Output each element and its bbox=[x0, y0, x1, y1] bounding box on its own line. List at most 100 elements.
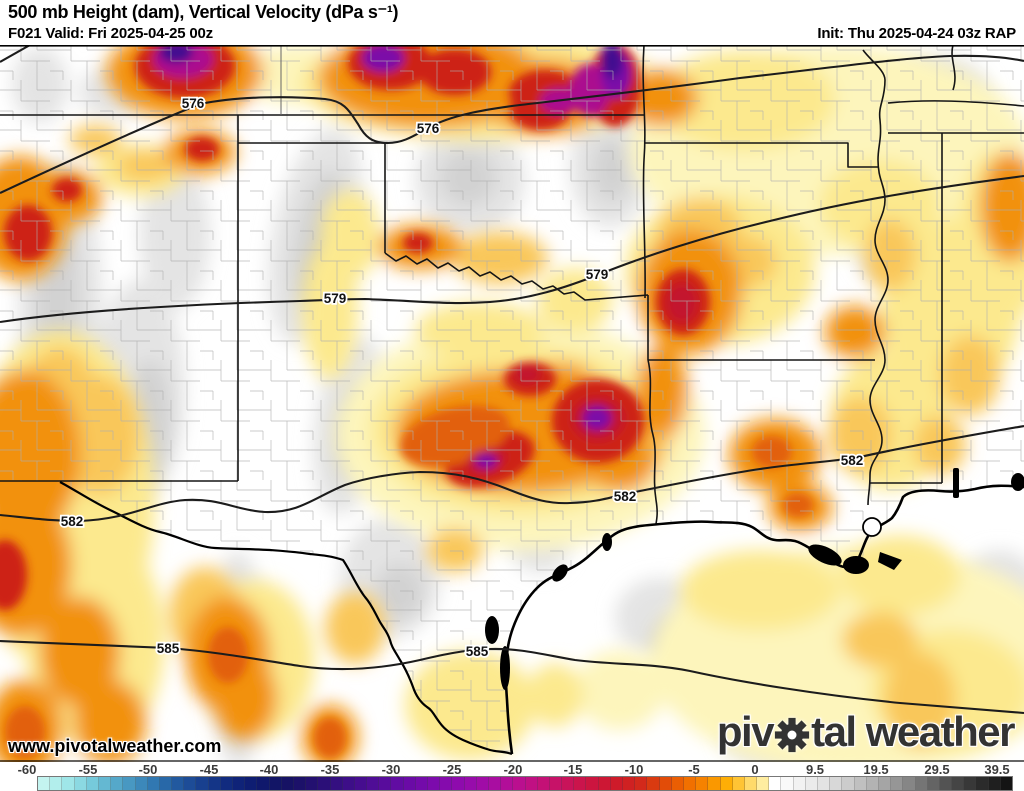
colorbar-segment bbox=[830, 777, 843, 790]
colorbar-tick: -10 bbox=[624, 762, 644, 777]
colorbar-segment bbox=[732, 777, 745, 790]
colorbar-segment bbox=[878, 777, 892, 790]
colorbar-segment bbox=[683, 777, 697, 790]
contour-label-582: 582 bbox=[614, 489, 637, 504]
contour-label-579: 579 bbox=[324, 291, 347, 306]
colorbar-segment bbox=[842, 777, 855, 790]
contour-585 bbox=[0, 639, 1024, 715]
colorbar-segment bbox=[854, 777, 867, 790]
colorbar-tick: 0 bbox=[751, 762, 759, 777]
colorbar-segment bbox=[342, 777, 355, 790]
colorbar-segment bbox=[805, 777, 818, 790]
colorbar-segment bbox=[196, 777, 209, 790]
colorbar-scale bbox=[37, 776, 1013, 791]
colorbar-segment bbox=[464, 777, 477, 790]
colorbar-tick: -15 bbox=[563, 762, 583, 777]
colorbar-segment bbox=[562, 777, 575, 790]
colorbar-segment bbox=[184, 777, 197, 790]
colorbar-segment bbox=[293, 777, 307, 790]
colorbar-segment bbox=[720, 777, 733, 790]
contour-label-585: 585 bbox=[157, 641, 180, 656]
contour-label-576: 576 bbox=[417, 121, 440, 136]
colorbar-segment bbox=[476, 777, 489, 790]
colorbar-segment bbox=[354, 777, 368, 790]
weather-map: 576 576 579 579 582 582 582 585 585 bbox=[0, 45, 1024, 762]
colorbar-segment bbox=[488, 777, 502, 790]
colorbar-segment bbox=[318, 777, 331, 790]
colorbar-tick: -45 bbox=[199, 762, 219, 777]
colorbar-segment bbox=[415, 777, 428, 790]
map-border-bottom bbox=[0, 760, 1024, 762]
colorbar-segment bbox=[98, 777, 112, 790]
colorbar-tick: -20 bbox=[503, 762, 523, 777]
logo-text-prefix: piv bbox=[716, 708, 775, 755]
colorbar-segment bbox=[793, 777, 806, 790]
colorbar-segment bbox=[537, 777, 550, 790]
colorbar-segment bbox=[708, 777, 721, 790]
colorbar-segment bbox=[818, 777, 831, 790]
contour-582 bbox=[0, 424, 1024, 523]
colorbar-segment bbox=[525, 777, 538, 790]
colorbar-segment bbox=[391, 777, 404, 790]
colorbar-segment bbox=[696, 777, 709, 790]
map-border-top bbox=[0, 45, 1024, 47]
colorbar-tick: -55 bbox=[78, 762, 98, 777]
colorbar-segment bbox=[50, 777, 63, 790]
contour-labels: 576 576 579 579 582 582 582 585 585 bbox=[59, 94, 865, 661]
colorbar-tick: 9.5 bbox=[805, 762, 825, 777]
colorbar-segment bbox=[257, 777, 270, 790]
colorbar-segment bbox=[927, 777, 940, 790]
colorbar-segment bbox=[403, 777, 416, 790]
colorbar: -60 -55 -50 -45 -40 -35 -30 -25 -20 -15 -10 -5 0 9.5 1… bbox=[0, 762, 1024, 791]
contour-label-582: 582 bbox=[841, 453, 864, 468]
colorbar-segment bbox=[866, 777, 879, 790]
colorbar-segment bbox=[269, 777, 282, 790]
colorbar-segment bbox=[659, 777, 672, 790]
colorbar-segment bbox=[501, 777, 514, 790]
colorbar-tick: -50 bbox=[138, 762, 158, 777]
colorbar-segment bbox=[964, 777, 977, 790]
colorbar-segment bbox=[769, 777, 782, 790]
gear-icon bbox=[774, 717, 810, 753]
lake-pontchartrain bbox=[862, 517, 882, 537]
colorbar-segment bbox=[367, 777, 380, 790]
colorbar-segment bbox=[574, 777, 587, 790]
contour-label-585: 585 bbox=[466, 644, 489, 659]
contour-label-582: 582 bbox=[61, 514, 84, 529]
colorbar-segment bbox=[111, 777, 124, 790]
colorbar-segment bbox=[428, 777, 441, 790]
colorbar-segment bbox=[440, 777, 453, 790]
header: 500 mb Height (dam), Vertical Velocity (… bbox=[0, 0, 1024, 45]
contour-579 bbox=[0, 174, 1024, 324]
colorbar-segment bbox=[903, 777, 916, 790]
colorbar-segment bbox=[147, 777, 160, 790]
colorbar-segment bbox=[757, 777, 770, 790]
state-borders bbox=[0, 45, 1024, 525]
colorbar-segment bbox=[939, 777, 953, 790]
colorbar-segment bbox=[62, 777, 75, 790]
contour-576 bbox=[0, 54, 1024, 194]
colorbar-segment bbox=[781, 777, 794, 790]
colorbar-segment bbox=[635, 777, 648, 790]
colorbar-segment bbox=[172, 777, 185, 790]
colorbar-segment bbox=[208, 777, 221, 790]
colorbar-segment bbox=[671, 777, 684, 790]
colorbar-segment bbox=[598, 777, 611, 790]
colorbar-segment bbox=[159, 777, 173, 790]
colorbar-segment bbox=[233, 777, 246, 790]
colorbar-segment bbox=[891, 777, 904, 790]
colorbar-tick: 29.5 bbox=[924, 762, 950, 777]
colorbar-segment bbox=[915, 777, 928, 790]
colorbar-segment bbox=[220, 777, 233, 790]
colorbar-segment bbox=[86, 777, 99, 790]
colorbar-segment bbox=[744, 777, 758, 790]
colorbar-segment bbox=[330, 777, 343, 790]
pivotal-weather-logo: piv tal weather bbox=[716, 708, 1016, 756]
colorbar-segment bbox=[952, 777, 965, 790]
colorbar-segment bbox=[988, 777, 1001, 790]
colorbar-segment bbox=[549, 777, 563, 790]
init-time-label: Init: Thu 2025-04-24 03z RAP bbox=[817, 25, 1016, 42]
contour-label-576: 576 bbox=[182, 96, 205, 111]
colorbar-segment bbox=[586, 777, 599, 790]
